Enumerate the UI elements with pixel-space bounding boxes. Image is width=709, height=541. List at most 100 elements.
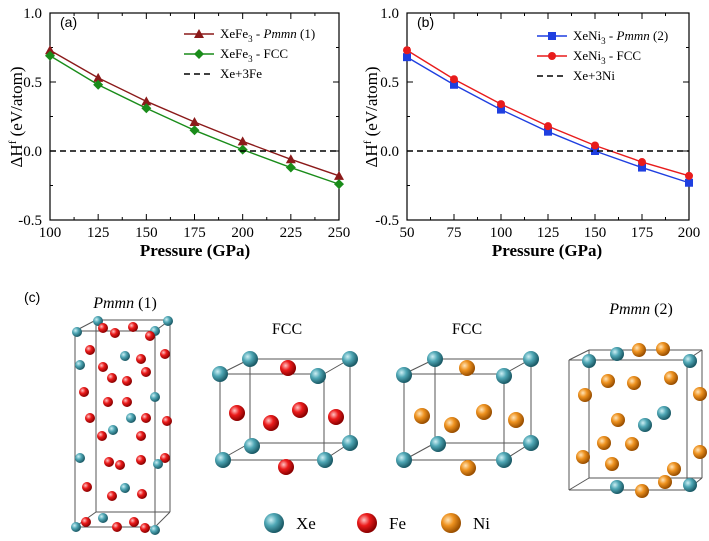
pmmn1-atom-fe xyxy=(141,413,151,423)
fcc-ni-atom-ni xyxy=(460,460,476,476)
panel-b-series-0-point xyxy=(638,163,646,172)
pmmn1-atom-xe xyxy=(150,392,160,402)
panel-a-series-1-point xyxy=(93,79,104,90)
pmmn2-atom-xe xyxy=(610,347,624,361)
fcc-ni-atom-ni xyxy=(444,417,460,433)
panel-b-ylabel-main: ΔH xyxy=(362,144,381,167)
title-pmmn-1: Pmmn (1) xyxy=(92,295,157,312)
fcc-fe-atom-xe xyxy=(244,438,260,454)
pmmn1-atom-xe xyxy=(163,316,173,326)
structure-fcc-ni xyxy=(396,351,539,476)
pmmn1-atom-fe xyxy=(112,522,122,532)
panel-b-series-0-point xyxy=(403,53,411,62)
pmmn2-atom-xe xyxy=(683,478,697,492)
pmmn1-atom-fe xyxy=(85,345,95,355)
pmmn1-atom-fe xyxy=(136,354,146,364)
pmmn2-cell-edge xyxy=(568,477,590,491)
pmmn1-atom-fe xyxy=(137,489,147,499)
panel-c-label: (c) xyxy=(24,289,40,305)
pmmn1-atom-fe xyxy=(136,431,146,441)
panel-b-ylabel: ΔHf (eV/atom) xyxy=(362,67,381,168)
pmmn1-atom-fe xyxy=(98,323,108,333)
panel-b-ylabel-unit: (eV/atom) xyxy=(362,67,381,141)
panel-a-legend-marker-1 xyxy=(194,49,204,59)
panel-a-axes: 100 125 150 175 200 225 250 -0.5 0.0 0.5 1.0 xyxy=(18,6,350,241)
pmmn2-atom-ni xyxy=(627,376,641,390)
pmmn2-atom-ni xyxy=(658,475,672,489)
panel-b-series-0-point xyxy=(497,105,505,114)
panel-a-legend-label-0: XeFe3 - Pmmn (1) xyxy=(220,26,315,44)
panel-b-series-0-point xyxy=(544,127,552,136)
panel-a-series-0-point xyxy=(285,154,296,164)
pmmn1-atom-fe xyxy=(128,322,138,332)
panel-a-legend-base-2: Xe+3Fe xyxy=(220,66,262,81)
pmmn1-atom-fe xyxy=(107,491,117,501)
pmmn1-atom-fe xyxy=(110,328,120,338)
pmmn2-atom-ni xyxy=(578,388,592,402)
pmmn1-atom-fe xyxy=(160,349,170,359)
panel-a-plot-area xyxy=(45,45,344,190)
panel-b-ytick-label: 0.0 xyxy=(380,144,399,160)
pmmn1-atom-fe xyxy=(162,416,172,426)
atom-legend: Xe Fe Ni xyxy=(264,513,490,533)
pmmn1-atom-fe xyxy=(98,362,108,372)
panel-b-series-0-point xyxy=(450,80,458,89)
panel-b-legend-sep-1: - FCC xyxy=(606,48,641,63)
fcc-ni-atom-ni xyxy=(414,408,430,424)
pmmn1-atom-fe xyxy=(79,387,89,397)
pmmn2-cell-edge xyxy=(568,349,590,361)
pmmn1-atom-fe xyxy=(81,517,91,527)
pmmn2-atom-xe xyxy=(638,418,652,432)
pmmn1-atom-xe xyxy=(93,316,103,326)
title-fcc-fe: FCC xyxy=(272,321,302,338)
panel-a-frame xyxy=(49,12,340,221)
panel-a-ylabel-unit: (eV/atom) xyxy=(7,67,26,141)
panel-a-series-1-point xyxy=(45,50,55,61)
panel-a-legend-label-1: XeFe3 - FCC xyxy=(220,46,288,64)
panel-a-series-0-point xyxy=(334,170,344,180)
legend-fe-label: Fe xyxy=(389,514,406,533)
panel-a-legend-sep-0: - xyxy=(253,26,264,41)
fcc-fe-atom-xe xyxy=(212,366,228,382)
fcc-ni-atom-xe xyxy=(430,436,446,452)
panel-b-legend-tail-0: (2) xyxy=(650,28,668,43)
panel-a-legend-base-0: XeFe xyxy=(220,26,248,41)
fcc-ni-atom-xe xyxy=(396,367,412,383)
panel-a-ylabel-main: ΔH xyxy=(7,144,26,167)
legend-xe-sphere xyxy=(264,513,284,533)
pmmn1-atom-fe xyxy=(104,457,114,467)
fcc-fe-atom-xe xyxy=(310,368,326,384)
panel-b-legend-base-0: XeNi xyxy=(573,28,602,43)
panel-a-xtick-label: 225 xyxy=(280,225,303,241)
structure-pmmn-1 xyxy=(71,316,173,535)
panel-a-ylabel-sup: f xyxy=(7,140,19,144)
pmmn1-atom-xe xyxy=(98,513,108,523)
panel-a-legend-label-2: Xe+3Fe xyxy=(220,66,262,81)
fcc-fe-atom-xe xyxy=(342,435,358,451)
panel-a-chart: 100 125 150 175 200 225 250 -0.5 0.0 0.5 1.0 (a) X… xyxy=(7,6,350,260)
panel-a-xlabel: Pressure (GPa) xyxy=(140,241,250,260)
fcc-fe-atom-fe xyxy=(328,409,344,425)
pmmn1-atom-fe xyxy=(129,517,139,527)
pmmn1-cell-edge xyxy=(154,511,171,528)
panel-b-frame xyxy=(406,12,690,221)
panel-a-series-0-line xyxy=(49,49,340,177)
panel-b-chart: 50 75 100 125 150 175 200 -0.5 0.0 0.5 1.0 (b) XeN… xyxy=(362,6,700,260)
pmmn1-atom-fe xyxy=(115,460,125,470)
panel-b-legend-base-1: XeNi xyxy=(573,48,602,63)
pmmn2-atom-ni xyxy=(693,387,707,401)
pmmn1-atom-xe xyxy=(120,351,130,361)
panel-a-ylabel: ΔHf (eV/atom) xyxy=(7,67,26,168)
fcc-fe-atom-fe xyxy=(280,360,296,376)
fcc-fe-atom-xe xyxy=(342,351,358,367)
panel-b-ytick-label: 1.0 xyxy=(380,6,399,22)
title-pmmn-2: Pmmn (2) xyxy=(608,301,673,318)
fcc-ni-atom-xe xyxy=(523,435,539,451)
panel-b-legend-sep-0: - xyxy=(606,28,617,43)
title-pmmn-2-italic: Pmmn xyxy=(608,301,650,318)
panel-a-xtick-label: 125 xyxy=(87,225,110,241)
fcc-ni-atom-ni xyxy=(508,412,524,428)
panel-b-xlabel: Pressure (GPa) xyxy=(492,241,602,260)
panel-a-legend: XeFe3 - Pmmn (1) XeFe3 - FCC Xe+3Fe xyxy=(184,26,315,81)
